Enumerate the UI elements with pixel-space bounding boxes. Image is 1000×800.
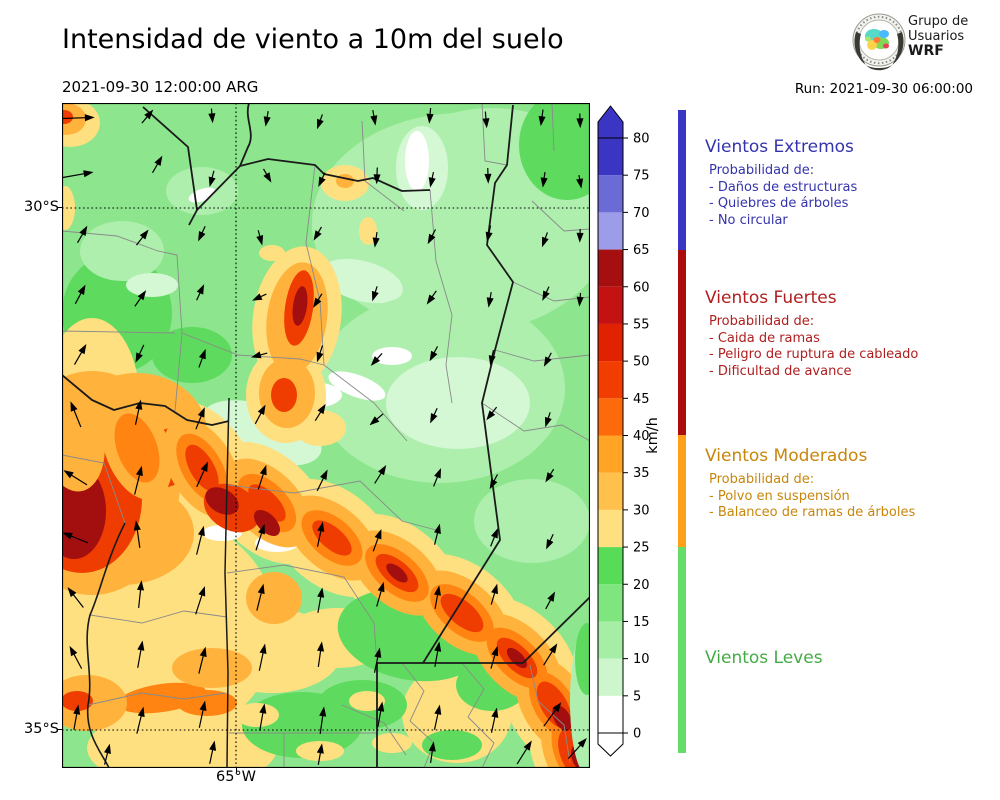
svg-text:0: 0 [633,727,641,742]
logo-line-2: Usuarios [908,29,965,44]
category-bar-segment [678,547,686,754]
svg-text:20: 20 [633,578,650,593]
wrf-emblem-icon [852,13,906,71]
lat-tick-30s [57,207,62,208]
svg-text:65: 65 [633,243,650,258]
svg-text:25: 25 [633,541,650,556]
category-item: Probabilidad de: [709,472,815,487]
svg-text:80: 80 [633,132,650,147]
category-bar-segment [678,435,686,548]
category-item: - Polvo en suspensión [709,488,850,504]
svg-text:5: 5 [633,689,641,704]
lat-tick-35s [57,729,62,730]
svg-text:35: 35 [633,466,650,481]
category-items: Probabilidad de: - Daños de estructuras - … [705,163,985,229]
category-bar-segment [678,109,686,250]
lon-label-65w: 65°W [215,769,257,785]
category-items: Probabilidad de: - Caida de ramas - Peligr… [705,314,985,380]
lat-label-30s: 30°S [24,199,59,215]
svg-text:55: 55 [633,317,650,332]
logo-line-3: WRF [908,43,944,59]
wind-field-contours [62,103,590,768]
graticule-gridlines [62,103,590,768]
svg-text:10: 10 [633,652,650,667]
category-section-moderados: Vientos Moderados Probabilidad de: - Polv… [705,446,985,522]
category-item: - Peligro de ruptura de cableado [709,347,919,362]
category-item: - Balanceo de ramas de árboles [709,505,916,520]
colorbar: 0 5 10 15 20 25 30 35 40 45 50 55 60 65 70 75 80 km/h [593,92,693,782]
svg-text:15: 15 [633,615,650,630]
province-borders-thin [62,103,590,768]
logo-text: Grupo de Usuarios WRF [908,14,968,59]
wrf-logo [850,10,1000,72]
svg-text:30: 30 [633,503,650,518]
category-items: Probabilidad de: - Polvo en suspensión - B… [705,472,985,522]
svg-text:60: 60 [633,280,650,295]
category-item: Probabilidad de: [709,163,815,178]
wind-arrows [62,107,587,765]
category-item: - Caida de ramas [709,330,820,346]
logo-line-1: Grupo de [908,14,969,29]
svg-text:70: 70 [633,206,650,221]
category-bar-segment [678,249,686,436]
lon-tick-65w [236,768,237,773]
wind-map [62,103,590,768]
category-title: Vientos Leves [705,648,823,668]
colorbar-unit-label: km/h [645,417,661,454]
colorbar-extend-bottom [597,732,624,757]
lat-label-35s: 35°S [24,721,59,737]
colorbar-canvas: 0 5 10 15 20 25 30 35 40 45 50 55 60 65 70 75 80 km/h [597,105,661,757]
category-section-leves: Vientos Leves [705,648,985,674]
category-bar [678,109,686,754]
svg-text:40: 40 [633,429,650,444]
category-item: - No circular [709,212,788,228]
category-item: - Quiebres de árboles [709,196,849,211]
category-item: - Dificultad de avance [709,363,852,379]
category-section-extremos: Vientos Extremos Probabilidad de: - Daños… [705,137,985,229]
wind-map-canvas [62,103,590,768]
svg-text:45: 45 [633,392,650,407]
colorbar-extend-top [597,105,624,139]
colorbar-ticks: 0 5 10 15 20 25 30 35 40 45 50 55 60 65 70 75 80 [623,132,650,742]
category-title: Vientos Moderados [705,446,868,466]
colorbar-segments [598,138,623,733]
category-title: Vientos Extremos [705,137,854,157]
map-frame [62,103,590,768]
valid-time-label: 2021-09-30 12:00:00 ARG [62,78,259,96]
map-layers [62,103,590,768]
svg-text:75: 75 [633,169,650,184]
category-title: Vientos Fuertes [705,288,837,308]
category-section-fuertes: Vientos Fuertes Probabilidad de: - Caida … [705,288,985,380]
svg-text:50: 50 [633,355,650,370]
run-label: Run: 2021-09-30 06:00:00 [794,81,973,97]
category-item: Probabilidad de: [709,314,815,329]
category-item: - Daños de estructuras [709,179,858,195]
page-title: Intensidad de viento a 10m del suelo [62,24,564,55]
